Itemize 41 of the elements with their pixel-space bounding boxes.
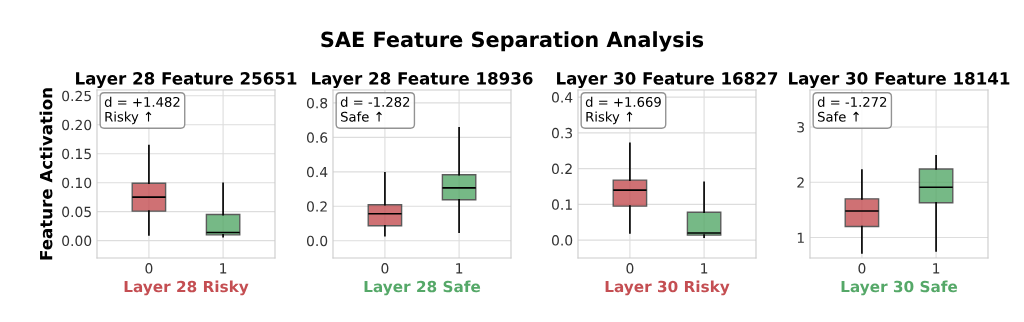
y-tick-label: 0.6: [306, 132, 328, 143]
y-tick-label: 0.3: [551, 127, 573, 139]
y-tick-label: 0.00: [62, 235, 92, 247]
y-tick-label: 0.4: [306, 166, 328, 178]
x-tick-label: 1: [220, 263, 227, 274]
y-tick-label: 2: [797, 177, 804, 188]
y-tick-label: 0.8: [306, 97, 328, 109]
annotation: d = -1.282 Safe ↑: [340, 96, 410, 122]
x-tick-label: 1: [933, 263, 940, 274]
x-axis-title: Layer 30 Safe: [841, 280, 958, 296]
x-tick-label: 0: [381, 263, 389, 274]
y-tick-label: 0.2: [551, 163, 572, 175]
y-tick-label: 0.05: [62, 206, 91, 218]
y-tick-label: 0.0: [306, 235, 328, 247]
y-tick-label: 0.25: [62, 90, 91, 102]
y-tick-label: 0.15: [62, 148, 91, 160]
y-tick-label: 0.10: [62, 177, 92, 189]
x-axis-title: Layer 30 Risky: [605, 280, 730, 296]
x-tick-label: 1: [456, 263, 463, 274]
chart-title: Layer 28 Feature 18936: [312, 72, 533, 89]
x-tick-label: 0: [145, 263, 153, 274]
x-axis-title: Layer 28 Risky: [124, 280, 249, 296]
y-axis-title: Feature Activation: [39, 88, 53, 260]
chart-title: Layer 30 Feature 16827: [557, 72, 778, 89]
y-tick-label: 0.1: [551, 199, 572, 210]
annotation: d = +1.482 Risky ↑: [104, 96, 180, 125]
y-tick-label: 0.4: [551, 92, 573, 103]
chart-title: Layer 28 Feature 25651: [76, 72, 297, 89]
x-tick-label: 0: [626, 263, 634, 274]
y-tick-label: 0.2: [306, 201, 327, 212]
x-axis-title: Layer 28 Safe: [364, 280, 481, 296]
annotation: d = +1.669 Risky ↑: [585, 96, 661, 125]
y-tick-label: 3: [797, 121, 805, 133]
y-tick-label: 1: [797, 232, 804, 243]
text: SAE Feature Separation Analysis: [321, 31, 704, 52]
chart-title: Layer 30 Feature 18141: [789, 72, 1010, 89]
x-tick-label: 0: [858, 263, 866, 274]
y-tick-label: 0.20: [62, 119, 92, 131]
annotation: d = -1.272 Safe ↑: [817, 96, 887, 122]
y-tick-label: 0.0: [551, 235, 573, 246]
x-tick-label: 1: [701, 263, 708, 274]
